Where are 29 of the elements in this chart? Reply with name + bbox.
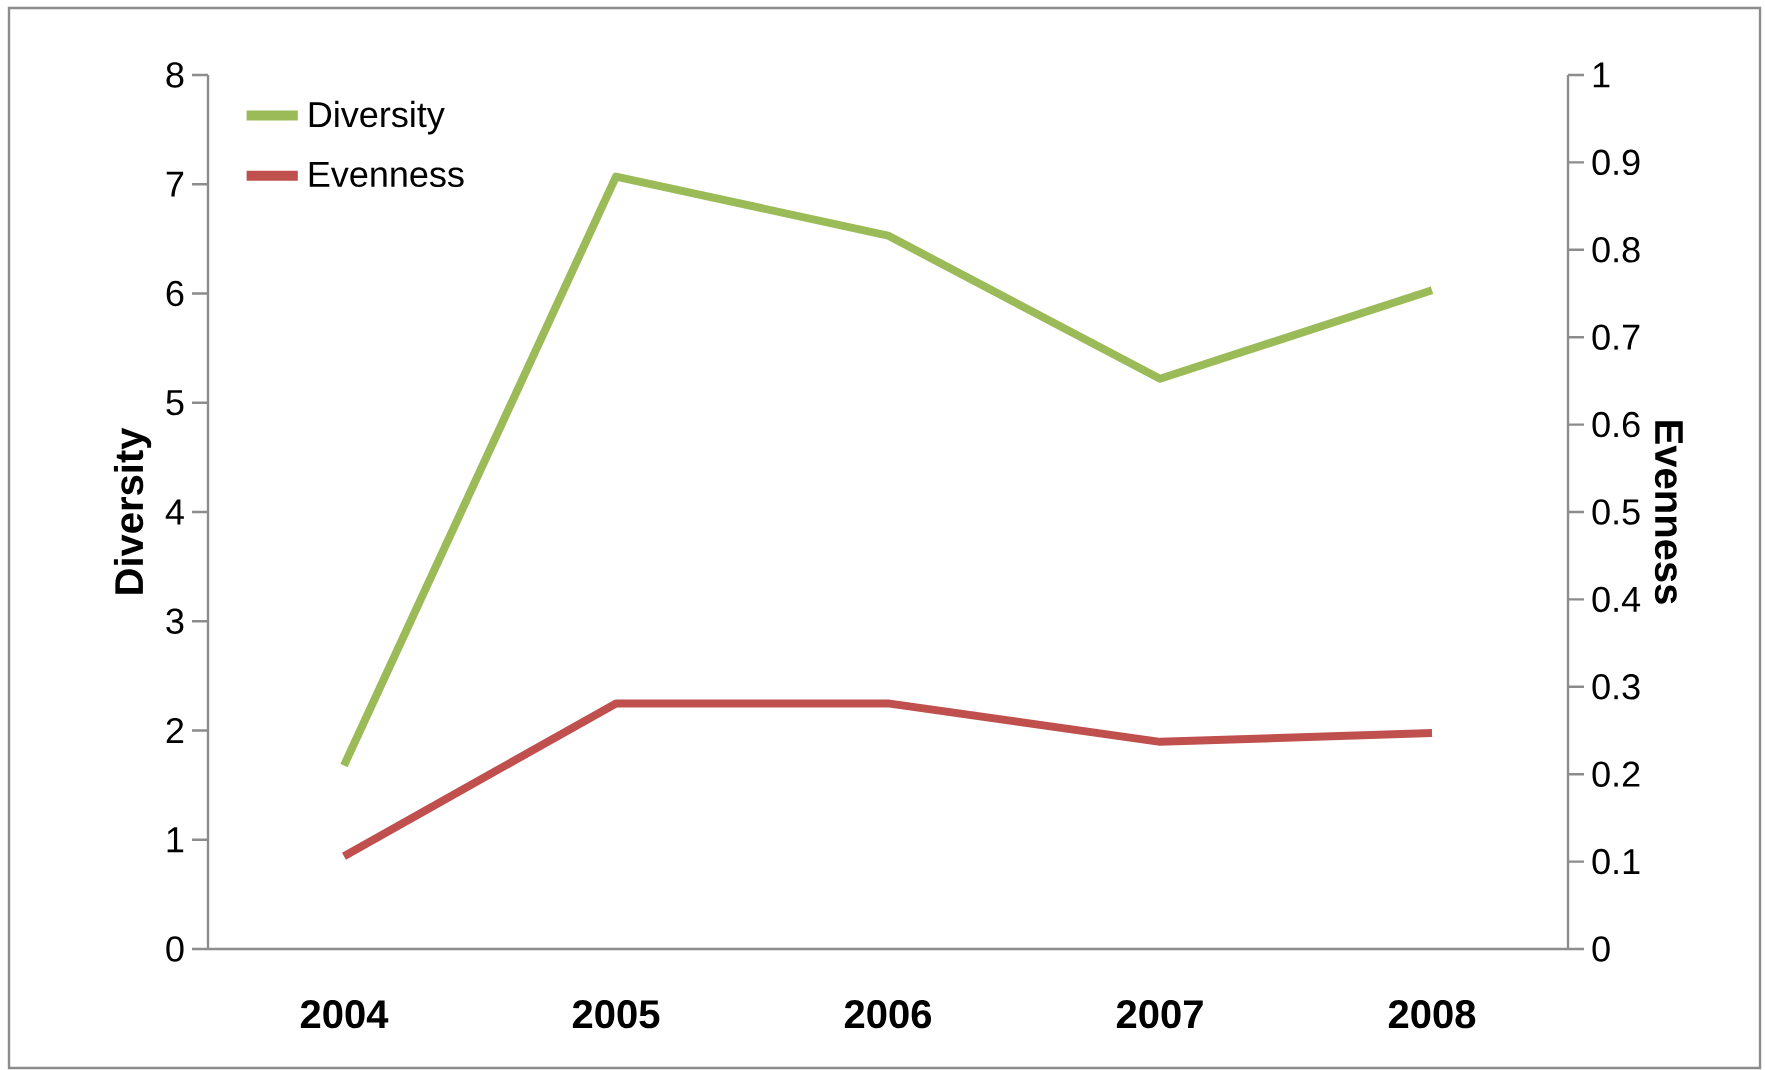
y-tick-label: 8 xyxy=(166,62,184,88)
y2-axis-title: Evenness xyxy=(1654,421,1683,604)
legend-label: Evenness xyxy=(309,161,464,188)
y2-tick-label: 0.7 xyxy=(1592,324,1640,350)
x-tick-label: 2006 xyxy=(844,1000,932,1029)
y-tick-label: 0 xyxy=(166,936,184,962)
y-tick-label: 7 xyxy=(166,171,184,197)
y2-tick-label: 1 xyxy=(1593,62,1610,88)
y2-tick-label: 0.2 xyxy=(1592,761,1640,787)
y2-tick-label: 0.4 xyxy=(1592,586,1641,613)
y-tick-label: 4 xyxy=(165,499,184,525)
y2-tick-label: 0.9 xyxy=(1592,149,1640,176)
y2-tick-label: 0.1 xyxy=(1592,848,1640,875)
y-tick-label: 3 xyxy=(166,608,184,634)
x-tick-label: 2008 xyxy=(1388,1000,1476,1029)
y-tick-label: 2 xyxy=(166,717,184,744)
y-axis-title: Diversity xyxy=(113,427,152,594)
legend-label: Diversity xyxy=(309,100,445,135)
y2-tick-label: 0.8 xyxy=(1592,237,1640,263)
y2-tick-label: 0 xyxy=(1592,936,1610,962)
y2-tick-label: 0.5 xyxy=(1592,499,1640,525)
x-tick-label: 2005 xyxy=(572,1000,660,1029)
y-tick-label: 5 xyxy=(166,390,184,416)
y2-tick-label: 0.6 xyxy=(1592,411,1640,438)
x-tick-label: 2004 xyxy=(300,1000,389,1029)
x-tick-label: 2007 xyxy=(1116,1000,1203,1029)
y-tick-label: 6 xyxy=(166,280,184,307)
y-tick-label: 1 xyxy=(167,827,184,853)
y2-tick-label: 0.3 xyxy=(1592,674,1640,700)
